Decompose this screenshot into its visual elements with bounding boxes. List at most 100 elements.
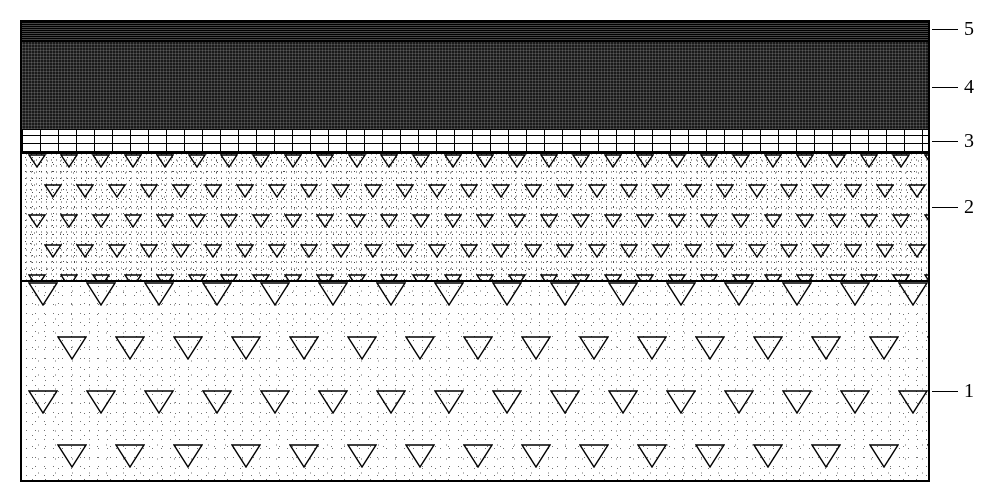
triangle-marker	[572, 274, 604, 280]
triangle-marker	[86, 390, 144, 414]
triangle-marker	[236, 244, 268, 258]
triangle-marker	[188, 274, 220, 280]
triangle-marker	[724, 282, 782, 306]
callout-text: 5	[964, 18, 974, 41]
triangle-marker	[405, 444, 463, 468]
layer-2-small-triangles	[22, 154, 928, 282]
triangle-marker	[732, 214, 764, 228]
triangle-marker	[668, 214, 700, 228]
triangle-marker	[476, 274, 508, 280]
triangle-marker	[604, 154, 636, 168]
callout-text: 4	[964, 76, 974, 99]
leader-line	[932, 391, 958, 392]
triangle-marker	[347, 336, 405, 360]
triangle-marker	[521, 336, 579, 360]
triangle-marker	[220, 214, 252, 228]
triangle-marker	[908, 244, 928, 258]
triangle-marker	[684, 244, 716, 258]
triangle-marker	[364, 184, 396, 198]
triangle-marker	[428, 184, 460, 198]
triangle-marker	[492, 244, 524, 258]
triangle-marker	[28, 214, 60, 228]
triangle-marker	[860, 154, 892, 168]
triangle-marker	[604, 214, 636, 228]
triangle-marker	[376, 390, 434, 414]
triangle-marker	[376, 282, 434, 306]
triangle-marker	[748, 184, 780, 198]
triangle-marker	[636, 154, 668, 168]
triangle-marker	[316, 154, 348, 168]
triangle-marker	[844, 244, 876, 258]
triangle-marker	[332, 244, 364, 258]
triangle-marker	[396, 244, 428, 258]
triangle-marker	[652, 244, 684, 258]
triangle-marker	[220, 154, 252, 168]
triangle-marker	[476, 214, 508, 228]
triangle-marker	[412, 214, 444, 228]
triangle-marker	[812, 184, 844, 198]
triangle-marker	[540, 214, 572, 228]
triangle-marker	[156, 274, 188, 280]
triangle-marker	[828, 274, 860, 280]
triangle-marker	[172, 244, 204, 258]
triangle-marker	[231, 336, 289, 360]
triangle-marker	[684, 184, 716, 198]
triangle-marker	[318, 282, 376, 306]
triangle-marker	[840, 282, 898, 306]
triangle-marker	[396, 184, 428, 198]
triangle-marker	[108, 244, 140, 258]
leader-line	[932, 207, 958, 208]
triangle-marker	[124, 274, 156, 280]
triangle-marker	[284, 214, 316, 228]
triangle-marker	[924, 274, 928, 280]
triangle-marker	[204, 184, 236, 198]
triangle-marker	[579, 336, 637, 360]
triangle-marker	[892, 214, 924, 228]
triangle-marker	[156, 154, 188, 168]
triangle-marker	[28, 282, 86, 306]
triangle-marker	[28, 274, 60, 280]
callout-label-4: 4	[932, 76, 974, 99]
triangle-marker	[124, 154, 156, 168]
triangle-marker	[668, 274, 700, 280]
triangle-marker	[476, 154, 508, 168]
triangle-marker	[860, 214, 892, 228]
triangle-marker	[92, 154, 124, 168]
triangle-marker	[860, 274, 892, 280]
triangle-marker	[156, 214, 188, 228]
triangle-marker	[927, 444, 928, 468]
triangle-marker	[732, 274, 764, 280]
triangle-marker	[579, 444, 637, 468]
leader-line	[932, 29, 958, 30]
layered-cross-section-diagram	[20, 20, 930, 482]
triangle-marker	[508, 214, 540, 228]
triangle-marker	[716, 184, 748, 198]
triangle-marker	[620, 244, 652, 258]
triangle-marker	[115, 444, 173, 468]
triangle-marker	[173, 336, 231, 360]
triangle-marker	[284, 154, 316, 168]
triangle-marker	[636, 214, 668, 228]
triangle-marker	[460, 244, 492, 258]
triangle-marker	[202, 390, 260, 414]
triangle-marker	[44, 184, 76, 198]
triangle-marker	[572, 214, 604, 228]
triangle-marker	[252, 154, 284, 168]
layer-3-brick-course	[22, 130, 928, 154]
triangle-marker	[140, 244, 172, 258]
triangle-marker	[508, 154, 540, 168]
triangle-marker	[666, 390, 724, 414]
triangle-marker	[115, 336, 173, 360]
triangle-marker	[412, 154, 444, 168]
triangle-marker	[869, 444, 927, 468]
triangle-marker	[780, 184, 812, 198]
callout-label-2: 2	[932, 196, 974, 219]
triangle-marker	[927, 336, 928, 360]
triangle-marker	[57, 336, 115, 360]
triangle-marker	[796, 274, 828, 280]
triangle-marker	[204, 244, 236, 258]
triangle-marker	[405, 336, 463, 360]
triangle-marker	[492, 184, 524, 198]
triangle-marker	[876, 184, 908, 198]
triangle-grid-small	[22, 154, 928, 280]
